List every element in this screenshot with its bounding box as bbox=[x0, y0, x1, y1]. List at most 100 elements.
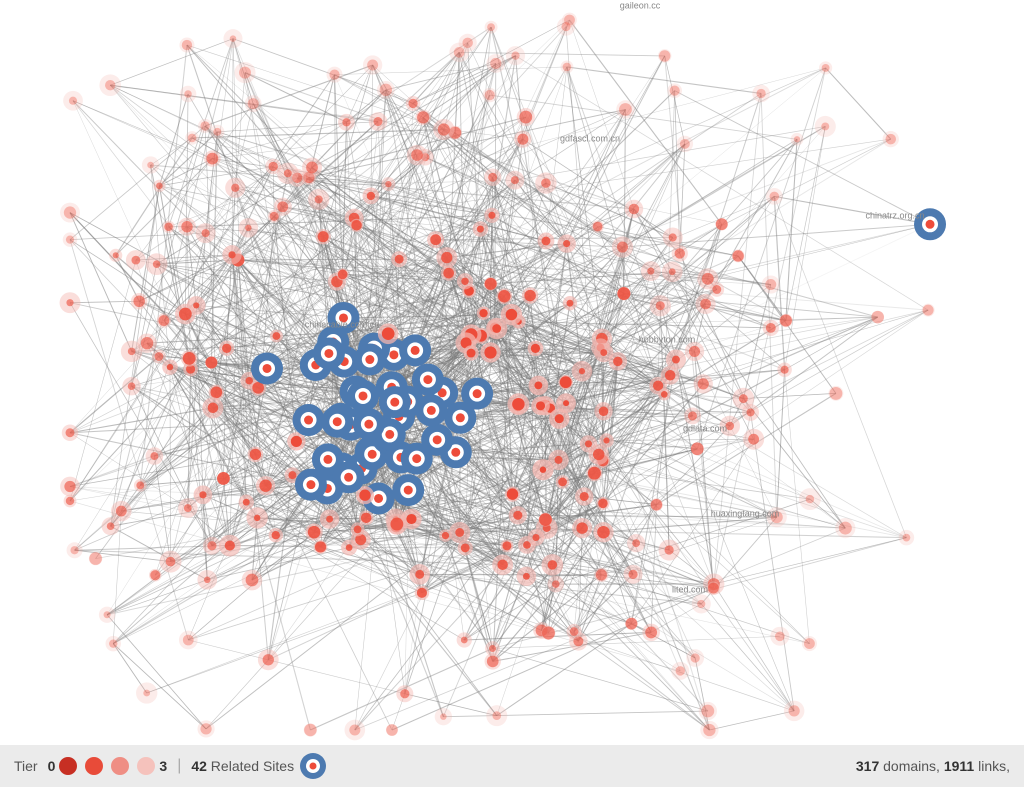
node[interactable] bbox=[203, 537, 221, 555]
node[interactable] bbox=[484, 208, 499, 223]
node[interactable] bbox=[624, 565, 643, 584]
node[interactable] bbox=[137, 333, 157, 353]
node[interactable] bbox=[558, 375, 572, 389]
node[interactable] bbox=[433, 119, 454, 140]
node-related[interactable] bbox=[313, 337, 345, 369]
node[interactable] bbox=[762, 275, 780, 293]
node[interactable] bbox=[663, 228, 683, 248]
node[interactable] bbox=[672, 245, 688, 261]
node[interactable] bbox=[594, 402, 612, 420]
node[interactable] bbox=[517, 567, 537, 587]
node[interactable] bbox=[767, 507, 787, 527]
node[interactable] bbox=[484, 169, 501, 186]
node[interactable] bbox=[482, 88, 497, 103]
node[interactable] bbox=[531, 397, 550, 416]
node[interactable] bbox=[871, 311, 884, 324]
node[interactable] bbox=[535, 172, 556, 193]
node[interactable] bbox=[457, 273, 473, 289]
node[interactable] bbox=[612, 236, 633, 257]
node[interactable] bbox=[766, 188, 783, 205]
node[interactable] bbox=[274, 198, 292, 216]
node[interactable] bbox=[784, 701, 805, 722]
node-related[interactable] bbox=[412, 364, 444, 396]
node[interactable] bbox=[406, 96, 421, 111]
node[interactable] bbox=[146, 253, 168, 275]
node[interactable] bbox=[146, 447, 164, 465]
node[interactable] bbox=[779, 314, 792, 327]
node[interactable] bbox=[658, 49, 671, 62]
node[interactable] bbox=[659, 539, 680, 560]
node[interactable] bbox=[528, 529, 545, 546]
node[interactable] bbox=[180, 86, 197, 103]
node[interactable] bbox=[662, 261, 683, 282]
node[interactable] bbox=[505, 171, 524, 190]
node[interactable] bbox=[64, 495, 77, 508]
node[interactable] bbox=[557, 234, 575, 252]
node[interactable] bbox=[538, 233, 555, 250]
node[interactable] bbox=[178, 218, 196, 236]
node[interactable] bbox=[338, 114, 355, 131]
node-related[interactable] bbox=[327, 302, 359, 334]
node[interactable] bbox=[563, 296, 577, 310]
node[interactable] bbox=[566, 624, 581, 639]
node[interactable] bbox=[539, 513, 553, 527]
node[interactable] bbox=[377, 81, 395, 99]
node-related[interactable] bbox=[251, 352, 283, 384]
node[interactable] bbox=[594, 568, 608, 582]
node[interactable] bbox=[327, 67, 343, 83]
node[interactable] bbox=[341, 540, 357, 556]
node-related[interactable] bbox=[444, 402, 476, 434]
node[interactable] bbox=[314, 540, 328, 554]
node[interactable] bbox=[684, 407, 701, 424]
node[interactable] bbox=[752, 85, 770, 103]
node[interactable] bbox=[575, 487, 593, 505]
node[interactable] bbox=[256, 476, 275, 495]
node[interactable] bbox=[245, 95, 262, 112]
node[interactable] bbox=[369, 112, 388, 131]
node[interactable] bbox=[386, 724, 398, 736]
node[interactable] bbox=[596, 497, 609, 510]
node[interactable] bbox=[308, 189, 329, 210]
node[interactable] bbox=[109, 249, 122, 262]
node[interactable] bbox=[202, 397, 223, 418]
node[interactable] bbox=[234, 62, 255, 83]
node[interactable] bbox=[742, 404, 759, 421]
node[interactable] bbox=[162, 359, 177, 374]
node[interactable] bbox=[122, 377, 140, 395]
node[interactable] bbox=[386, 514, 407, 535]
node-related[interactable] bbox=[295, 469, 327, 501]
node[interactable] bbox=[691, 442, 704, 455]
node[interactable] bbox=[315, 229, 330, 244]
node[interactable] bbox=[627, 534, 645, 552]
node[interactable] bbox=[60, 477, 80, 497]
node-related[interactable] bbox=[354, 344, 386, 376]
node[interactable] bbox=[350, 219, 363, 232]
node[interactable] bbox=[222, 245, 241, 264]
node[interactable] bbox=[486, 318, 507, 339]
node[interactable] bbox=[732, 250, 745, 263]
node[interactable] bbox=[67, 542, 83, 558]
node[interactable] bbox=[642, 624, 660, 642]
node[interactable] bbox=[162, 221, 174, 233]
node[interactable] bbox=[381, 177, 395, 191]
node[interactable] bbox=[485, 641, 500, 656]
node-related[interactable] bbox=[392, 474, 424, 506]
node[interactable] bbox=[572, 361, 593, 382]
node[interactable] bbox=[770, 627, 789, 646]
node-related[interactable] bbox=[333, 461, 365, 493]
node[interactable] bbox=[415, 110, 431, 126]
network-graph[interactable]: gaileon.ccgdfascl.com.cnchinatrz.org.cnc… bbox=[0, 0, 1024, 745]
node[interactable] bbox=[514, 131, 531, 148]
node[interactable] bbox=[269, 528, 283, 542]
node[interactable] bbox=[239, 218, 258, 237]
node[interactable] bbox=[692, 594, 711, 613]
node[interactable] bbox=[695, 294, 715, 314]
node-related[interactable] bbox=[914, 208, 946, 240]
node[interactable] bbox=[149, 569, 161, 581]
node[interactable] bbox=[205, 356, 218, 369]
node[interactable] bbox=[449, 522, 470, 543]
node[interactable] bbox=[486, 54, 505, 73]
node[interactable] bbox=[258, 649, 279, 670]
node[interactable] bbox=[157, 313, 171, 327]
node[interactable] bbox=[378, 323, 399, 344]
